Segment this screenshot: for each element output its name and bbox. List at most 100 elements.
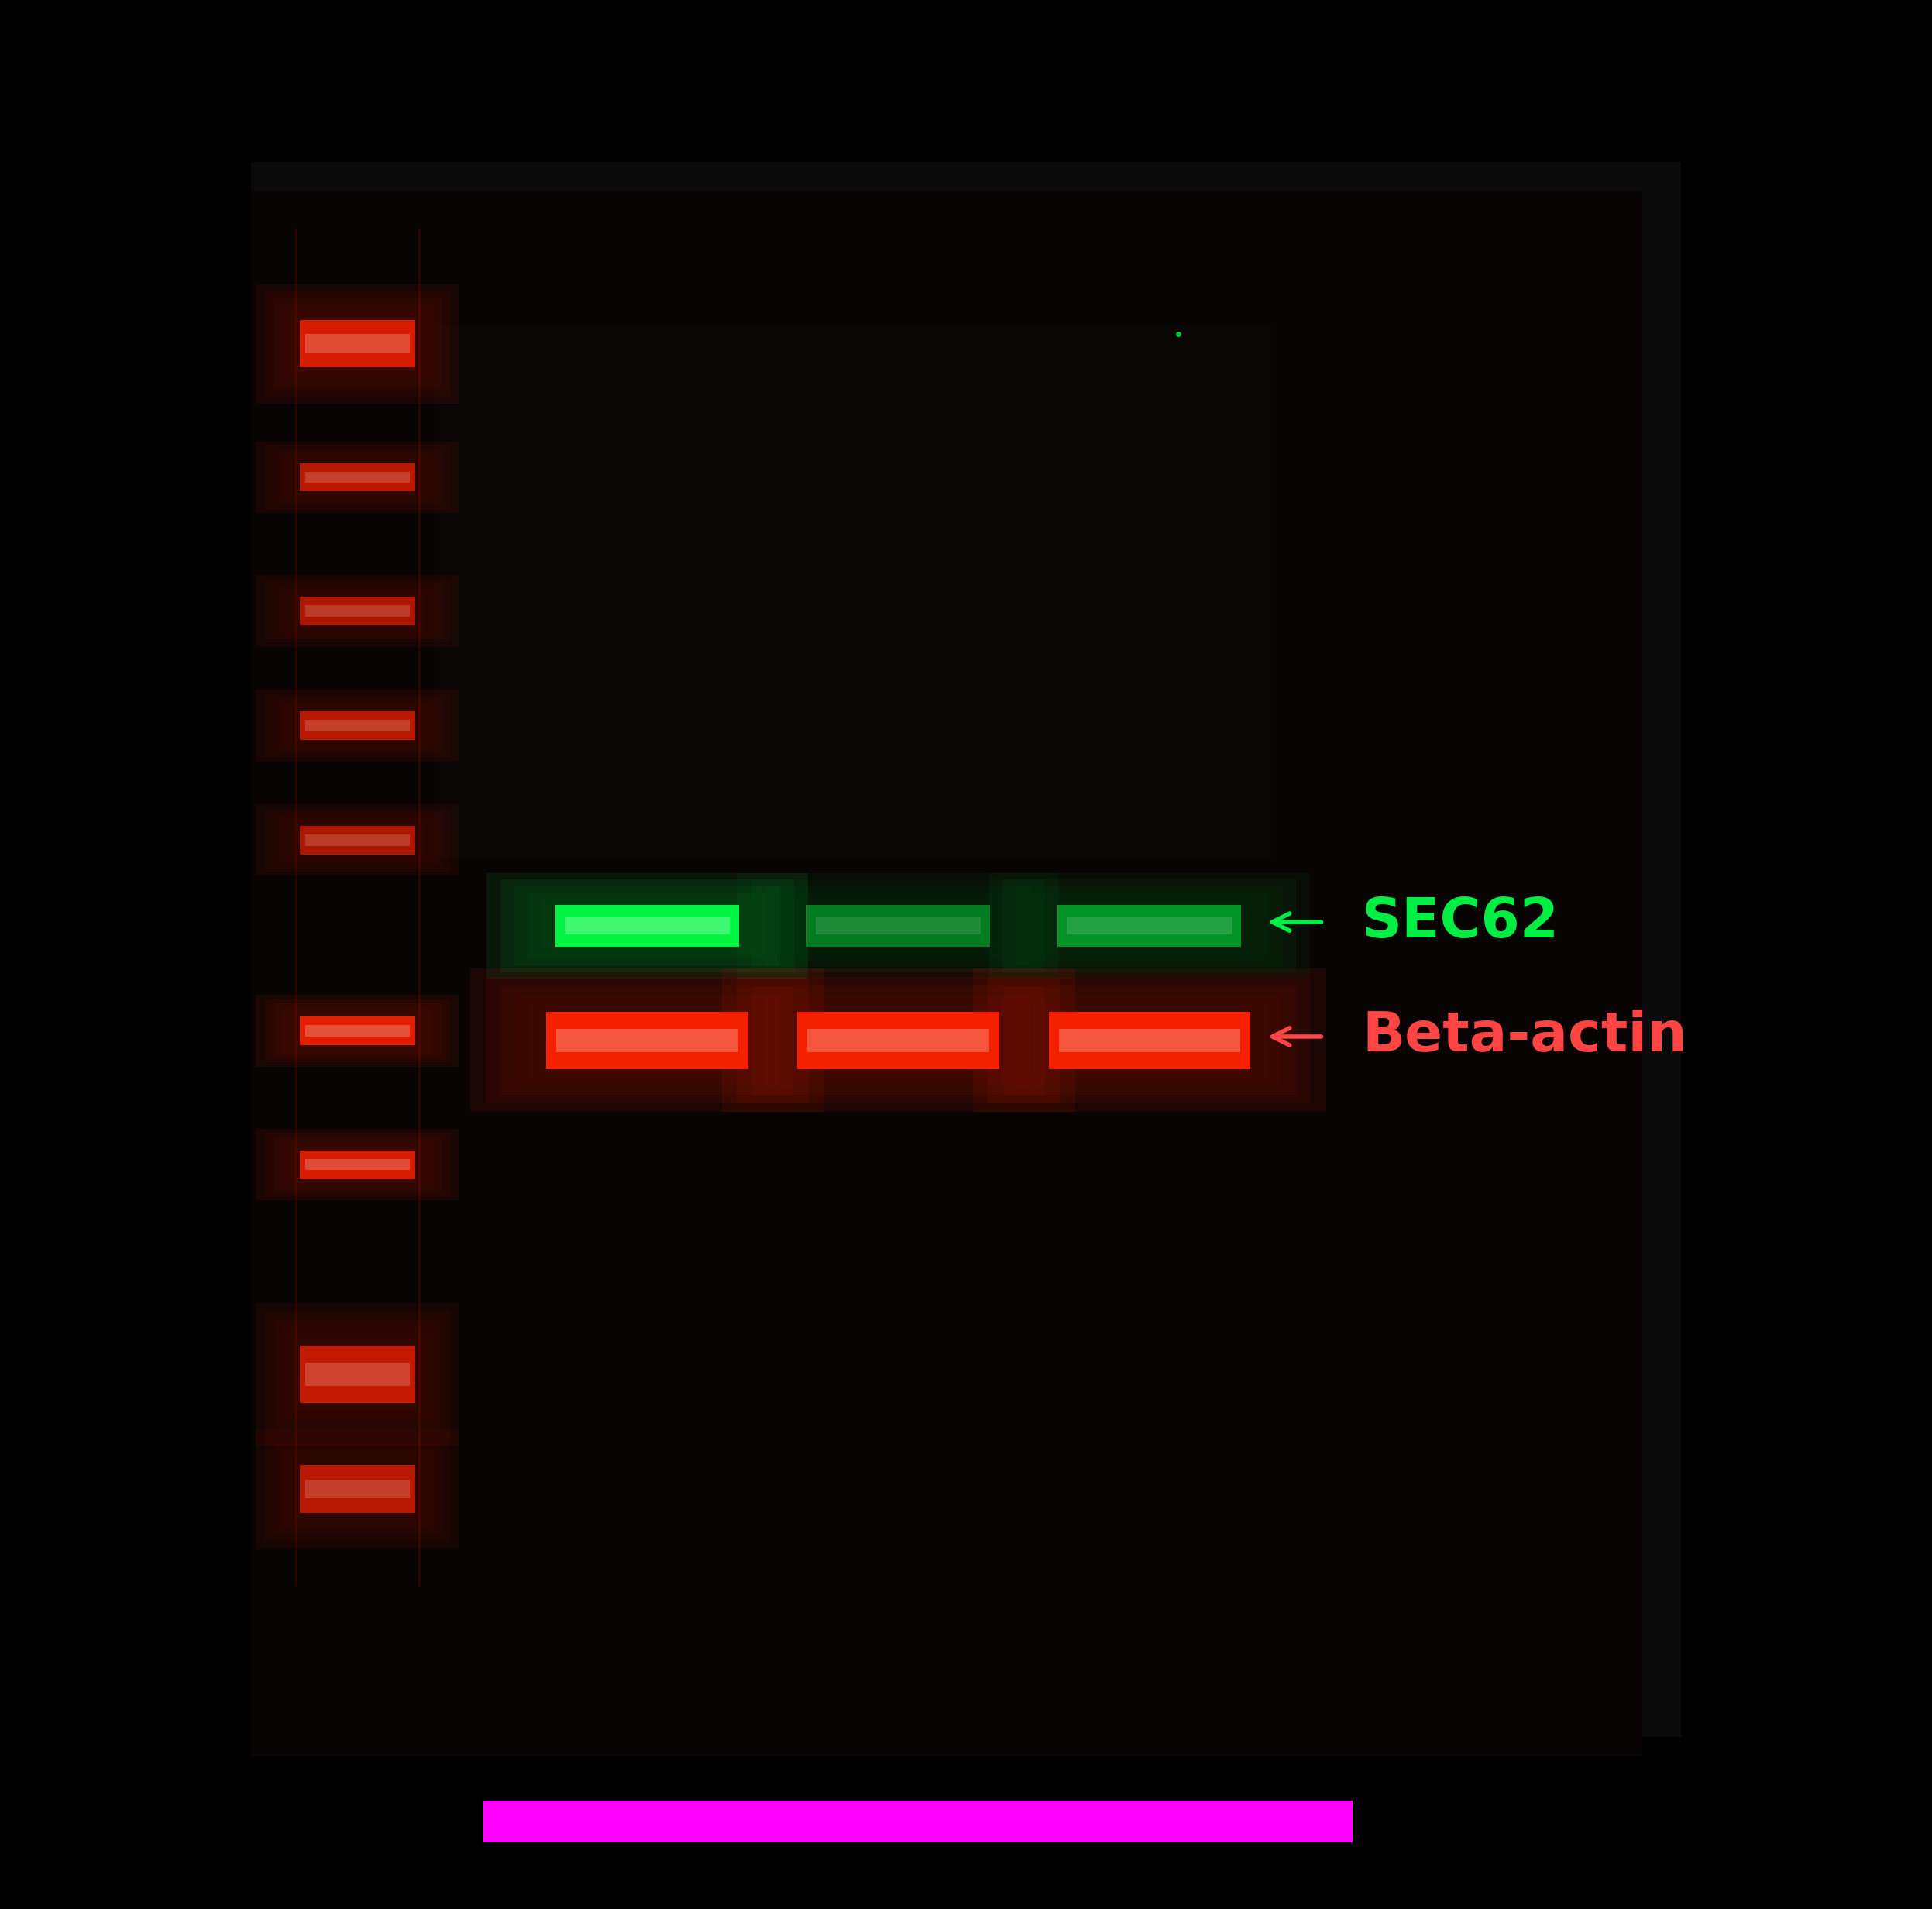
Bar: [255, 1128, 460, 1201]
Bar: [435, 325, 1275, 859]
Bar: [299, 596, 415, 624]
Bar: [282, 454, 433, 500]
Bar: [305, 834, 410, 846]
Bar: [265, 290, 450, 395]
Bar: [282, 1142, 433, 1187]
Bar: [274, 813, 440, 867]
Bar: [485, 977, 810, 1103]
Bar: [974, 968, 1325, 1111]
Bar: [798, 1012, 999, 1069]
Bar: [255, 804, 460, 876]
Bar: [564, 918, 730, 934]
Bar: [752, 880, 1045, 972]
Bar: [255, 1302, 460, 1447]
Bar: [305, 605, 410, 617]
Bar: [556, 1029, 738, 1052]
Bar: [274, 1004, 440, 1058]
Bar: [274, 584, 440, 638]
Bar: [290, 1336, 425, 1411]
Text: SEC62: SEC62: [1362, 895, 1559, 949]
Bar: [274, 1138, 440, 1191]
Bar: [989, 874, 1310, 977]
Bar: [779, 892, 1018, 960]
Bar: [1066, 918, 1233, 934]
Bar: [531, 1004, 763, 1077]
Bar: [282, 1451, 433, 1527]
Bar: [274, 298, 440, 389]
Bar: [808, 1029, 989, 1052]
Bar: [1018, 995, 1281, 1086]
Bar: [255, 575, 460, 647]
Bar: [738, 874, 1059, 977]
Bar: [765, 886, 1032, 966]
Bar: [305, 1479, 410, 1499]
Bar: [255, 284, 460, 403]
Bar: [305, 334, 410, 353]
Bar: [290, 458, 425, 496]
Bar: [274, 451, 440, 504]
Bar: [305, 1159, 410, 1170]
Bar: [251, 191, 1642, 1756]
Bar: [282, 305, 433, 382]
Bar: [282, 703, 433, 748]
Bar: [265, 445, 450, 508]
Bar: [274, 699, 440, 752]
Bar: [1030, 892, 1269, 960]
Bar: [290, 313, 425, 374]
Bar: [556, 905, 740, 947]
Bar: [808, 905, 991, 947]
Bar: [282, 1329, 433, 1420]
Bar: [299, 825, 415, 853]
Bar: [1059, 905, 1240, 947]
Bar: [483, 1800, 1352, 1842]
Bar: [265, 1311, 450, 1437]
Bar: [500, 880, 794, 972]
Bar: [527, 892, 767, 960]
Bar: [299, 319, 415, 367]
Bar: [265, 693, 450, 756]
Bar: [299, 710, 415, 739]
Bar: [282, 588, 433, 634]
Bar: [290, 706, 425, 745]
Bar: [541, 899, 753, 953]
Bar: [547, 1012, 748, 1069]
Bar: [305, 720, 410, 731]
Bar: [251, 191, 1642, 1756]
Bar: [305, 472, 410, 483]
Bar: [1049, 1012, 1250, 1069]
Bar: [265, 808, 450, 871]
Bar: [299, 1346, 415, 1403]
Bar: [290, 1012, 425, 1050]
Bar: [1059, 1029, 1240, 1052]
Bar: [500, 985, 794, 1096]
Bar: [723, 968, 1074, 1111]
Bar: [274, 1321, 440, 1428]
Text: Beta-actin: Beta-actin: [1362, 1010, 1687, 1063]
Bar: [1034, 1004, 1265, 1077]
Bar: [290, 821, 425, 859]
Bar: [255, 1430, 460, 1548]
Polygon shape: [1681, 0, 1932, 172]
Bar: [265, 998, 450, 1061]
Bar: [290, 1458, 425, 1520]
Bar: [290, 592, 425, 630]
Bar: [487, 874, 808, 977]
Bar: [514, 886, 781, 966]
Bar: [1016, 886, 1283, 966]
Bar: [1003, 985, 1296, 1096]
Bar: [251, 162, 1681, 1737]
Bar: [299, 1466, 415, 1512]
Bar: [471, 968, 823, 1111]
Bar: [255, 995, 460, 1067]
Bar: [782, 1004, 1014, 1077]
Bar: [736, 977, 1061, 1103]
Bar: [987, 977, 1312, 1103]
Bar: [1003, 880, 1296, 972]
Bar: [767, 995, 1030, 1086]
Bar: [752, 985, 1045, 1096]
Bar: [265, 1134, 450, 1195]
Bar: [1043, 899, 1256, 953]
Bar: [305, 1363, 410, 1386]
Polygon shape: [1681, 1775, 1932, 1909]
Bar: [299, 1016, 415, 1044]
